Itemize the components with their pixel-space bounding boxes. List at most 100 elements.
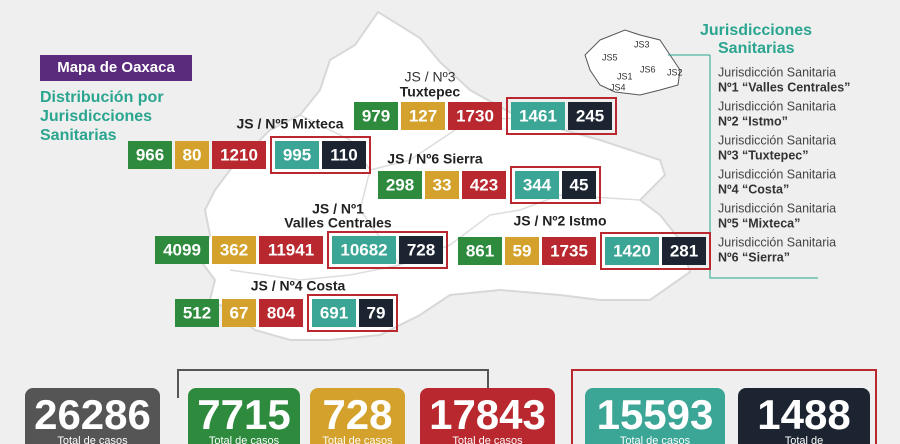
red-frame (327, 231, 448, 269)
tile-value: 110 (330, 145, 357, 164)
red-frame (307, 294, 398, 332)
total-box (420, 388, 555, 444)
legend-line: Nº4 “Costa” (718, 182, 789, 196)
subtitle: Sanitarias (40, 127, 117, 144)
tile-value: 423 (470, 175, 498, 194)
tile (458, 237, 502, 265)
subtitle: Jurisdicciones (40, 108, 152, 125)
subtitle: Distribución por (40, 89, 164, 106)
total-caption: Total de casos (57, 435, 128, 444)
tile-value: 861 (466, 241, 494, 260)
tile (448, 102, 502, 130)
legend-line: Jurisdicción Sanitaria (718, 133, 836, 147)
red-frame (510, 166, 601, 204)
legend-line: Jurisdicción Sanitaria (718, 99, 836, 113)
mini-label: JS2 (667, 67, 683, 77)
tile (259, 299, 303, 327)
tile-value: 344 (523, 175, 552, 194)
tile (212, 236, 256, 264)
total-caption: Total de (785, 435, 824, 444)
tile (605, 237, 659, 265)
tile-value: 281 (670, 241, 698, 260)
region-label: JS / Nº5 Mixteca (236, 116, 343, 132)
tile (515, 171, 559, 199)
mini-label: JS3 (634, 39, 650, 49)
tile-value: 127 (409, 106, 437, 125)
legend-line: Jurisdicción Sanitaria (718, 65, 836, 79)
legend-line: Nº5 “Mixteca” (718, 216, 800, 230)
tile (399, 236, 443, 264)
tile-value: 45 (570, 175, 589, 194)
bracket (177, 369, 489, 398)
total-value: 7715 (197, 391, 290, 438)
mini-label: JS4 (610, 82, 626, 92)
tile-value: 966 (136, 145, 164, 164)
legend-title: Sanitarias (718, 40, 795, 57)
tile (128, 141, 172, 169)
tile-value: 728 (407, 240, 435, 259)
tile (462, 171, 506, 199)
tile (511, 102, 565, 130)
tile-value: 1735 (550, 241, 588, 260)
total-value: 1488 (757, 391, 850, 438)
legend-line: Jurisdicción Sanitaria (718, 235, 836, 249)
red-frame (600, 232, 711, 270)
total-caption: Total de casos (620, 435, 691, 444)
tile (212, 141, 266, 169)
legend-line: Nº6 “Sierra” (718, 250, 790, 264)
tile (322, 141, 366, 169)
tile-value: 11941 (268, 240, 314, 259)
tile-value: 995 (283, 145, 311, 164)
tile-value: 804 (267, 303, 296, 322)
red-frame (270, 136, 371, 174)
tile (175, 299, 219, 327)
tile (562, 171, 596, 199)
tile (259, 236, 323, 264)
mini-map (584, 29, 681, 96)
tile (568, 102, 612, 130)
tile-value: 1461 (519, 106, 557, 125)
total-caption: Total de casos (452, 435, 523, 444)
total-box (585, 388, 725, 444)
total-caption: Total de casos (322, 435, 393, 444)
tile-value: 80 (183, 145, 202, 164)
tile (222, 299, 256, 327)
tile-value: 59 (513, 241, 532, 260)
legend-line: Jurisdicción Sanitaria (718, 167, 836, 181)
tile (312, 299, 356, 327)
total-value: 728 (322, 391, 392, 438)
total-value: 26286 (34, 391, 151, 438)
tile-value: 245 (576, 106, 604, 125)
tile (359, 299, 393, 327)
mini-label: JS6 (640, 64, 656, 74)
region-label: JS / Nº4 Costa (251, 278, 346, 294)
red-frame (506, 97, 617, 135)
tile (354, 102, 398, 130)
tile (505, 237, 539, 265)
legend-title: Jurisdicciones (700, 22, 812, 39)
tile-value: 298 (386, 175, 414, 194)
tile-value: 10682 (340, 240, 387, 259)
badge: Mapa de Oaxaca (57, 59, 175, 76)
tile (332, 236, 396, 264)
tile-value: 362 (220, 240, 248, 259)
tile (155, 236, 209, 264)
total-box (738, 388, 870, 444)
total-box (310, 388, 405, 444)
bracket (571, 369, 877, 444)
total-value: 15593 (597, 391, 714, 438)
total-value: 17843 (429, 391, 546, 438)
total-box (188, 388, 300, 444)
tile-value: 4099 (163, 240, 201, 259)
region-label: JS / Nº3 (404, 69, 455, 85)
region-label: JS / Nº1 (312, 201, 364, 217)
region-label: Tuxtepec (400, 84, 461, 100)
tile (175, 141, 209, 169)
tile-value: 1210 (220, 145, 258, 164)
tile-value: 67 (230, 303, 249, 322)
badge-bg (40, 55, 192, 81)
region-border (229, 194, 641, 281)
tile-value: 512 (183, 303, 211, 322)
